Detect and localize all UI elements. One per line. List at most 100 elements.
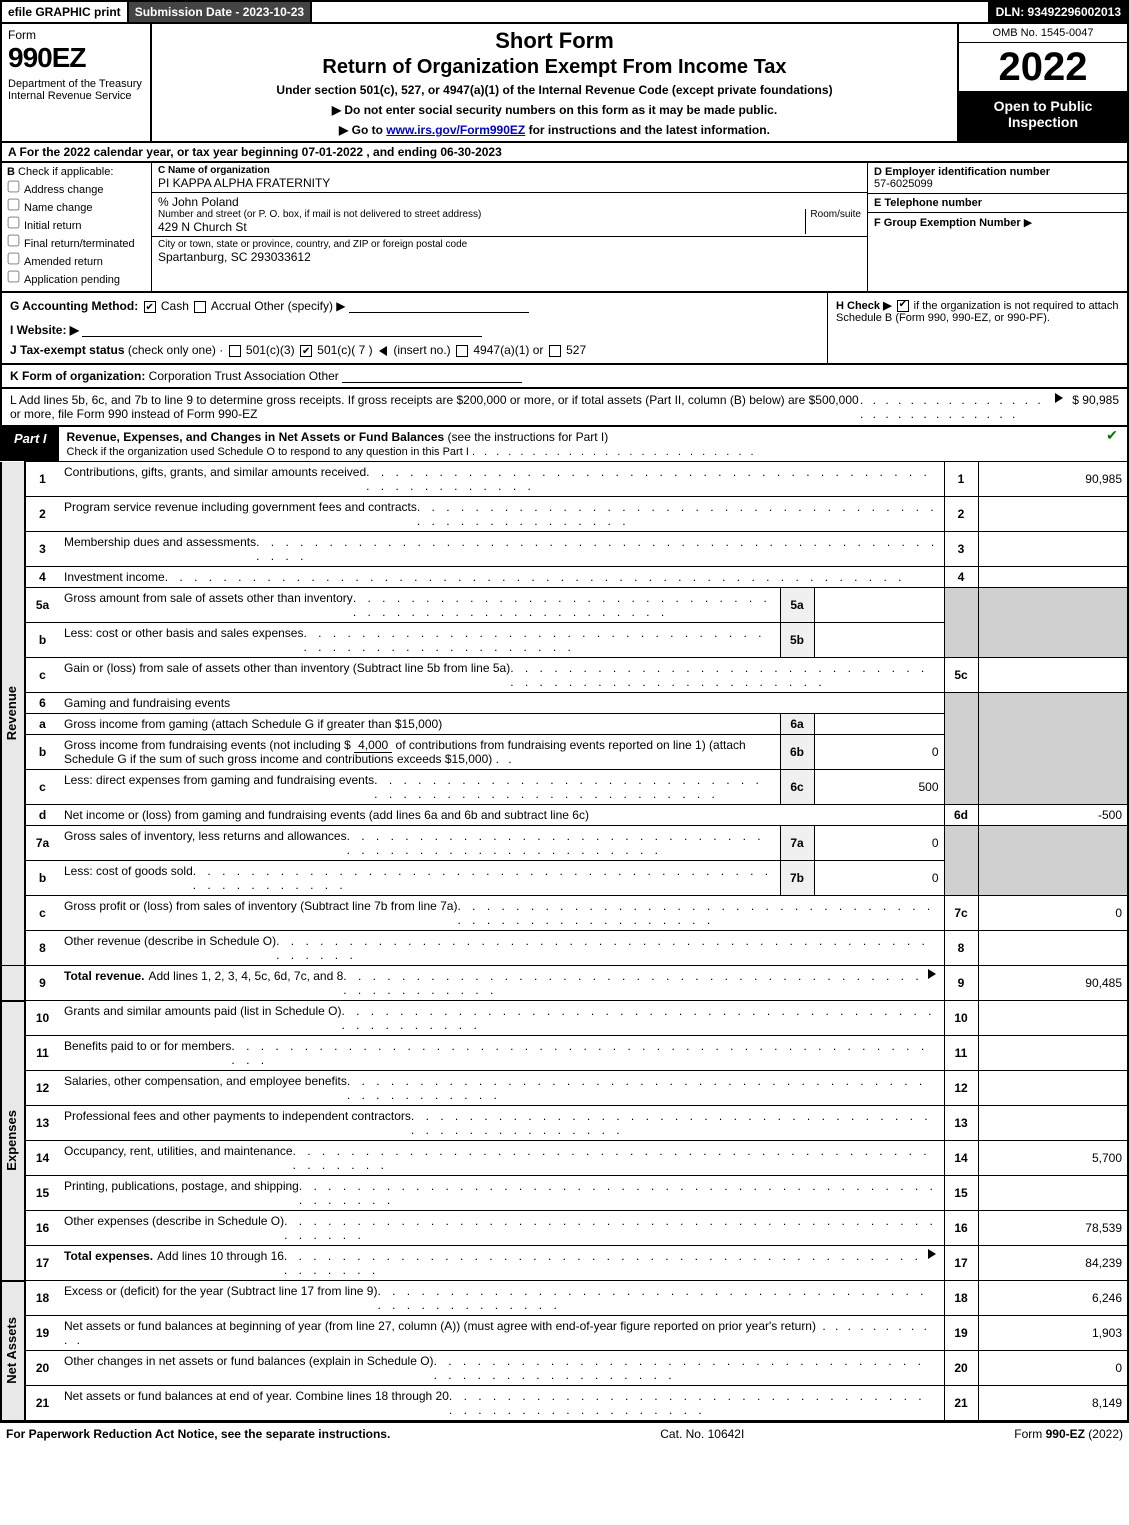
sidebar-expenses: Expenses xyxy=(2,1104,21,1177)
sidebar-netassets: Net Assets xyxy=(2,1311,21,1390)
line-8-rn: 8 xyxy=(944,931,978,966)
line-10-amt xyxy=(978,1001,1128,1036)
line-10-rn: 10 xyxy=(944,1001,978,1036)
org-name: PI KAPPA ALPHA FRATERNITY xyxy=(158,176,861,190)
sidebar-revenue: Revenue xyxy=(2,680,21,746)
cb-name-change[interactable]: Name change xyxy=(7,198,146,214)
cb-501c3[interactable] xyxy=(229,345,241,357)
line-17-amt: 84,239 xyxy=(978,1246,1128,1281)
line-14-amt: 5,700 xyxy=(978,1141,1128,1176)
row-i: I Website: ▶ xyxy=(10,323,819,337)
line-21-rn: 21 xyxy=(944,1386,978,1422)
irs-link[interactable]: www.irs.gov/Form990EZ xyxy=(386,123,525,137)
line-4-rn: 4 xyxy=(944,567,978,588)
line-8-desc: Other revenue (describe in Schedule O) xyxy=(64,934,276,962)
line-16-desc: Other expenses (describe in Schedule O) xyxy=(64,1214,284,1242)
line-5b-desc: Less: cost or other basis and sales expe… xyxy=(64,626,303,654)
line-4-amt xyxy=(978,567,1128,588)
triangle-left-icon xyxy=(379,346,387,356)
line-12-amt xyxy=(978,1071,1128,1106)
form-number: 990EZ xyxy=(8,42,144,74)
line-6b-desc: Gross income from fundraising events (no… xyxy=(59,735,780,770)
line-6d-num: d xyxy=(25,805,59,826)
line-8-num: 8 xyxy=(25,931,59,966)
cb-application-pending[interactable]: Application pending xyxy=(7,270,146,286)
cb-schedule-b[interactable] xyxy=(897,300,909,312)
submission-date: Submission Date - 2023-10-23 xyxy=(129,2,310,22)
website-input[interactable] xyxy=(82,323,482,337)
arrow-icon xyxy=(928,969,936,979)
line-12-desc: Salaries, other compensation, and employ… xyxy=(64,1074,347,1102)
topbar-spacer xyxy=(312,2,987,22)
line-6c-sv: 500 xyxy=(814,770,944,805)
tax-year: 2022 xyxy=(959,43,1127,92)
section-b-title: B xyxy=(7,166,15,178)
header-left: Form 990EZ Department of the Treasury In… xyxy=(2,24,152,141)
line-7c-desc: Gross profit or (loss) from sales of inv… xyxy=(64,899,457,927)
accounting-method: G Accounting Method: Cash Accrual Other … xyxy=(10,299,819,313)
line-9-amt: 90,485 xyxy=(978,966,1128,1001)
line-7a-sv: 0 xyxy=(814,826,944,861)
line-19-amt: 1,903 xyxy=(978,1316,1128,1351)
line-18-amt: 6,246 xyxy=(978,1281,1128,1316)
line-16-rn: 16 xyxy=(944,1211,978,1246)
line-12-rn: 12 xyxy=(944,1071,978,1106)
arrow-icon xyxy=(928,1249,936,1259)
line-6b-num: b xyxy=(25,735,59,770)
c-name-label: C Name of organization xyxy=(158,165,270,176)
line-21-desc: Net assets or fund balances at end of ye… xyxy=(64,1389,449,1417)
instruction-2: ▶ Go to www.irs.gov/Form990EZ for instru… xyxy=(160,123,949,137)
line-18-num: 18 xyxy=(25,1281,59,1316)
arrow-icon: ▶ xyxy=(1024,217,1032,229)
info-grid: B Check if applicable: Address change Na… xyxy=(0,161,1129,291)
top-bar: efile GRAPHIC print Submission Date - 20… xyxy=(0,0,1129,24)
cb-527[interactable] xyxy=(549,345,561,357)
line-1-rn: 1 xyxy=(944,462,978,497)
care-of: % John Poland xyxy=(158,195,861,209)
line-1-desc: Contributions, gifts, grants, and simila… xyxy=(64,465,366,493)
line-13-rn: 13 xyxy=(944,1106,978,1141)
line-3-desc: Membership dues and assessments xyxy=(64,535,256,563)
subtitle: Under section 501(c), 527, or 4947(a)(1)… xyxy=(160,83,949,97)
cb-4947[interactable] xyxy=(456,345,468,357)
cb-address-change[interactable]: Address change xyxy=(7,180,146,196)
dln-label: DLN: 93492296002013 xyxy=(990,2,1127,22)
instruction-1: ▶ Do not enter social security numbers o… xyxy=(160,103,949,117)
line-11-rn: 11 xyxy=(944,1036,978,1071)
other-specify-input[interactable] xyxy=(349,299,529,313)
group-exemption-label: F Group Exemption Number xyxy=(874,217,1021,229)
line-7c-amt: 0 xyxy=(978,896,1128,931)
part-i-check[interactable]: ✔ xyxy=(1097,427,1127,461)
street-label: Number and street (or P. O. box, if mail… xyxy=(158,209,801,220)
line-a: A For the 2022 calendar year, or tax yea… xyxy=(0,141,1129,161)
line-3-amt xyxy=(978,532,1128,567)
line-17-rn: 17 xyxy=(944,1246,978,1281)
line-2-num: 2 xyxy=(25,497,59,532)
line-6b-sv: 0 xyxy=(814,735,944,770)
cb-501c[interactable] xyxy=(300,345,312,357)
line-2-desc: Program service revenue including govern… xyxy=(64,500,417,528)
cb-final-return[interactable]: Final return/terminated xyxy=(7,234,146,250)
header-right: OMB No. 1545-0047 2022 Open to Public In… xyxy=(957,24,1127,141)
line-7b-sv: 0 xyxy=(814,861,944,896)
page-footer: For Paperwork Reduction Act Notice, see … xyxy=(0,1422,1129,1445)
line-6d-desc: Net income or (loss) from gaming and fun… xyxy=(64,808,589,822)
line-5c-num: c xyxy=(25,658,59,693)
line-11-desc: Benefits paid to or for members xyxy=(64,1039,231,1067)
line-6d-rn: 6d xyxy=(944,805,978,826)
open-public: Open to Public Inspection xyxy=(959,92,1127,141)
line-15-amt xyxy=(978,1176,1128,1211)
cb-accrual[interactable] xyxy=(194,301,206,313)
cb-cash[interactable] xyxy=(144,301,156,313)
line-9-num: 9 xyxy=(25,966,59,1001)
line-6d-amt: -500 xyxy=(978,805,1128,826)
cb-initial-return[interactable]: Initial return xyxy=(7,216,146,232)
line-6c-num: c xyxy=(25,770,59,805)
efile-label[interactable]: efile GRAPHIC print xyxy=(2,2,127,22)
line-12-num: 12 xyxy=(25,1071,59,1106)
line-7b-desc: Less: cost of goods sold xyxy=(64,864,193,892)
cb-amended-return[interactable]: Amended return xyxy=(7,252,146,268)
other-org-input[interactable] xyxy=(342,369,522,383)
line-21-amt: 8,149 xyxy=(978,1386,1128,1422)
line-14-desc: Occupancy, rent, utilities, and maintena… xyxy=(64,1144,293,1172)
